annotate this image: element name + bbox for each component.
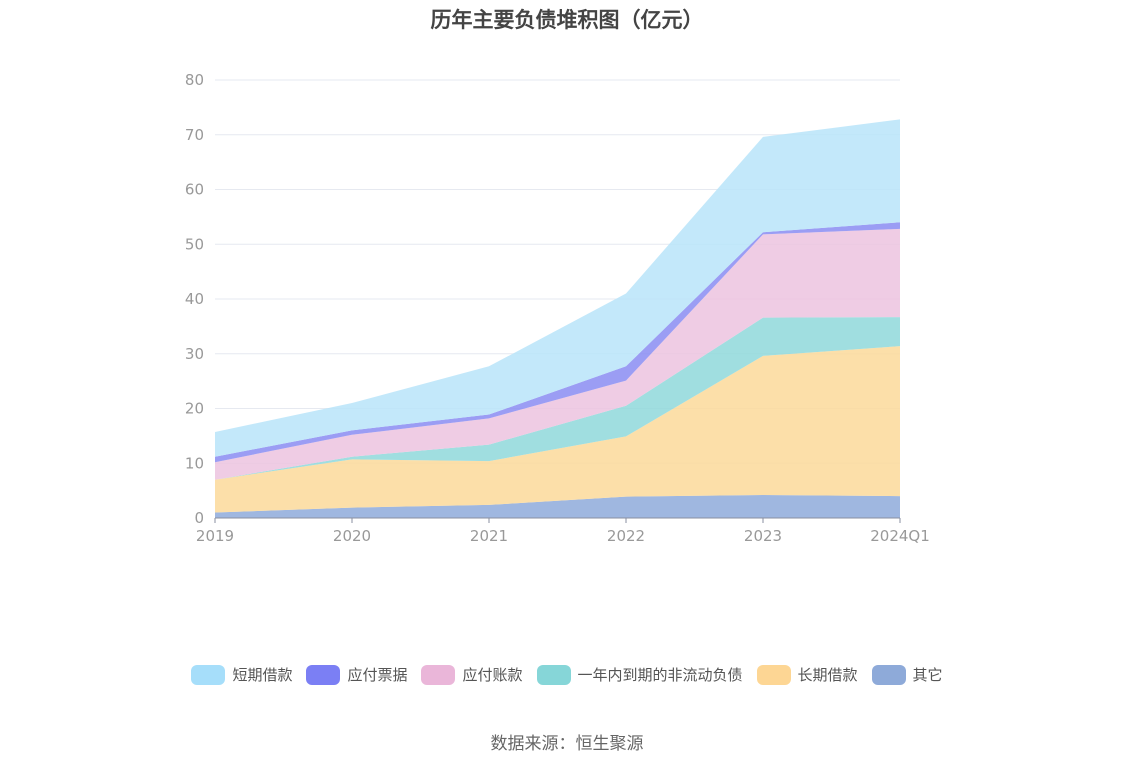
y-tick-label: 70: [185, 126, 204, 144]
y-tick-label: 80: [185, 71, 204, 89]
legend-swatch: [756, 664, 791, 685]
y-tick-label: 20: [185, 400, 204, 418]
legend: 短期借款 应付票据 应付账款 一年内到期的非流动负债 长期借款 其它: [0, 664, 1134, 685]
chart-title: 历年主要负债堆积图（亿元）: [430, 8, 704, 32]
legend-item[interactable]: 其它: [871, 664, 943, 685]
legend-swatch: [421, 664, 456, 685]
area-3: [215, 317, 900, 480]
y-tick-label: 30: [185, 345, 204, 363]
area-series: [215, 119, 900, 518]
y-tick-label: 40: [185, 290, 204, 308]
x-tick-label: 2024Q1: [870, 527, 930, 545]
x-tick-label: 2023: [744, 527, 782, 545]
legend-label: 应付账款: [462, 666, 523, 684]
legend-swatch: [536, 664, 571, 685]
x-tick-label: 2019: [196, 527, 234, 545]
legend-item[interactable]: 应付票据: [306, 664, 407, 685]
axes: 0 10 20 30 40 50 60 70 80 2019 2020 2021 2022 2023 202…: [185, 71, 930, 545]
area-1: [215, 495, 900, 518]
source-note: 数据来源：恒生聚源: [490, 734, 644, 754]
legend-item[interactable]: 一年内到期的非流动负债: [536, 664, 743, 685]
legend-label: 应付票据: [347, 666, 408, 684]
y-tick-label: 50: [185, 235, 204, 253]
legend-item[interactable]: 短期借款: [191, 664, 292, 685]
area-4: [215, 228, 900, 480]
legend-swatch: [191, 664, 226, 685]
legend-label: 一年内到期的非流动负债: [577, 666, 743, 684]
legend-item[interactable]: 长期借款: [756, 664, 858, 685]
y-tick-label: 0: [194, 509, 204, 527]
legend-label: 短期借款: [232, 666, 293, 684]
legend-label: 其它: [912, 666, 943, 684]
x-tick-label: 2020: [333, 527, 371, 545]
area-6: [215, 119, 900, 457]
area-2: [215, 346, 900, 513]
y-tick-label: 10: [185, 454, 204, 472]
y-tick-label: 60: [185, 181, 204, 199]
legend-label: 长期借款: [797, 666, 858, 684]
x-tick-label: 2021: [470, 527, 508, 545]
stacked-area-chart: 0 10 20 30 40 50 60 70 80 2019 2020 2021 2022 2023 202…: [185, 71, 930, 545]
x-tick-label: 2022: [607, 527, 645, 545]
legend-swatch: [306, 664, 341, 685]
legend-swatch: [871, 664, 906, 685]
legend-item[interactable]: 应付账款: [421, 664, 523, 685]
